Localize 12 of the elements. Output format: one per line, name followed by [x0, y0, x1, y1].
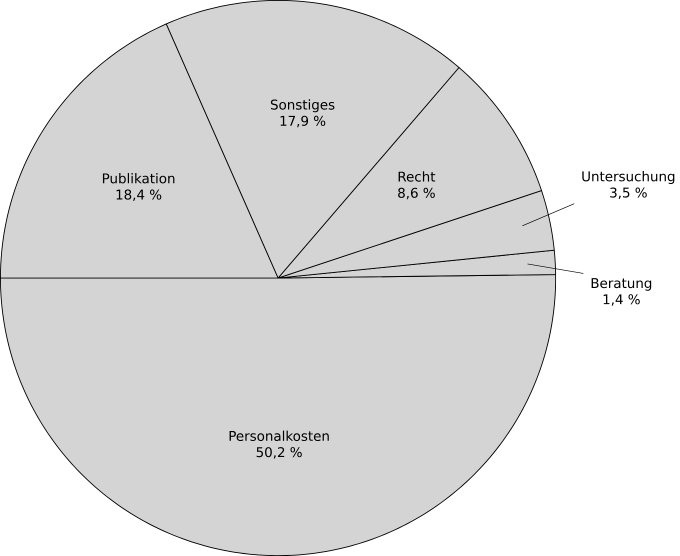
slice-label: Personalkosten: [230, 430, 329, 441]
slice-label: Sonstiges: [270, 99, 334, 112]
slice-label: Recht: [398, 171, 436, 182]
data-label: 8,6 %: [398, 188, 435, 200]
data-label: 1,4 %: [604, 294, 640, 306]
slice-label: Publikation: [102, 172, 174, 184]
slice-label: Untersuchung: [582, 170, 674, 184]
data-label: 18,4 %: [116, 189, 162, 201]
data-label: 3,5 %: [610, 187, 647, 199]
slice-label: Beratung: [592, 278, 652, 291]
data-label: 17,9 %: [280, 116, 326, 128]
data-label: 50,2 %: [256, 447, 302, 459]
